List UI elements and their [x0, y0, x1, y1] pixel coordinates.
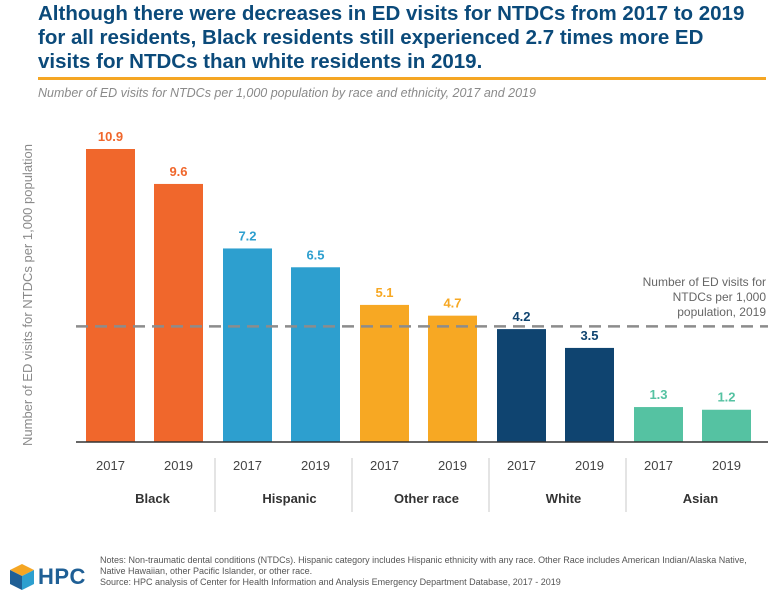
bar-white-2019 — [565, 347, 614, 442]
group-label: White — [546, 491, 581, 506]
x-tick-label: 2019 — [438, 458, 467, 473]
data-label: 4.2 — [512, 309, 530, 324]
hpc-cube-logo-icon — [10, 564, 34, 590]
data-label: 3.5 — [580, 328, 598, 343]
data-label: 5.1 — [375, 285, 393, 300]
bar-hispanic-2019 — [291, 267, 340, 442]
y-axis-label: Number of ED visits for NTDCs per 1,000 … — [20, 144, 35, 446]
data-label: 4.7 — [443, 296, 461, 311]
x-tick-label: 2017 — [370, 458, 399, 473]
data-label: 1.2 — [717, 390, 735, 405]
chart-headline: Although there were decreases in ED visi… — [38, 2, 745, 73]
data-label: 1.3 — [649, 387, 667, 402]
x-tick-label: 2019 — [164, 458, 193, 473]
headline-underline — [38, 77, 766, 80]
bar-asian-2017 — [634, 407, 683, 442]
reference-line-label: NTDCs per 1,000 — [673, 290, 767, 304]
bar-black-2019 — [154, 183, 203, 443]
hpc-logo: HPC — [8, 562, 86, 592]
data-label: 7.2 — [238, 228, 256, 243]
x-tick-label: 2017 — [96, 458, 125, 473]
group-label: Other race — [394, 491, 459, 506]
data-label: 10.9 — [98, 129, 123, 144]
bar-asian-2019 — [702, 409, 751, 442]
bar-other-race-2017 — [360, 304, 409, 442]
x-tick-label: 2019 — [301, 458, 330, 473]
x-tick-label: 2017 — [644, 458, 673, 473]
data-label: 6.5 — [306, 247, 324, 262]
group-label: Asian — [683, 491, 718, 506]
notes-line-1: Notes: Non-traumatic dental conditions (… — [100, 555, 747, 565]
bar-black-2017 — [86, 149, 135, 442]
bar-hispanic-2017 — [223, 248, 272, 442]
bar-other-race-2019 — [428, 315, 477, 442]
logo-text: HPC — [38, 564, 86, 589]
notes-line-2: Native Hawaiian, other Pacific Islander,… — [100, 566, 313, 576]
source-line: Source: HPC analysis of Center for Healt… — [100, 577, 561, 587]
group-label: Black — [135, 491, 170, 506]
x-tick-label: 2019 — [575, 458, 604, 473]
footnotes: Notes: Non-traumatic dental conditions (… — [100, 555, 760, 588]
chart-subtitle: Number of ED visits for NTDCs per 1,000 … — [38, 86, 536, 100]
reference-line-label: Number of ED visits for — [643, 275, 766, 289]
x-tick-label: 2017 — [507, 458, 536, 473]
group-label: Hispanic — [262, 491, 316, 506]
bar-white-2017 — [497, 329, 546, 442]
x-tick-label: 2019 — [712, 458, 741, 473]
x-tick-label: 2017 — [233, 458, 262, 473]
reference-line-label: population, 2019 — [677, 305, 766, 319]
data-label: 9.6 — [169, 164, 187, 179]
